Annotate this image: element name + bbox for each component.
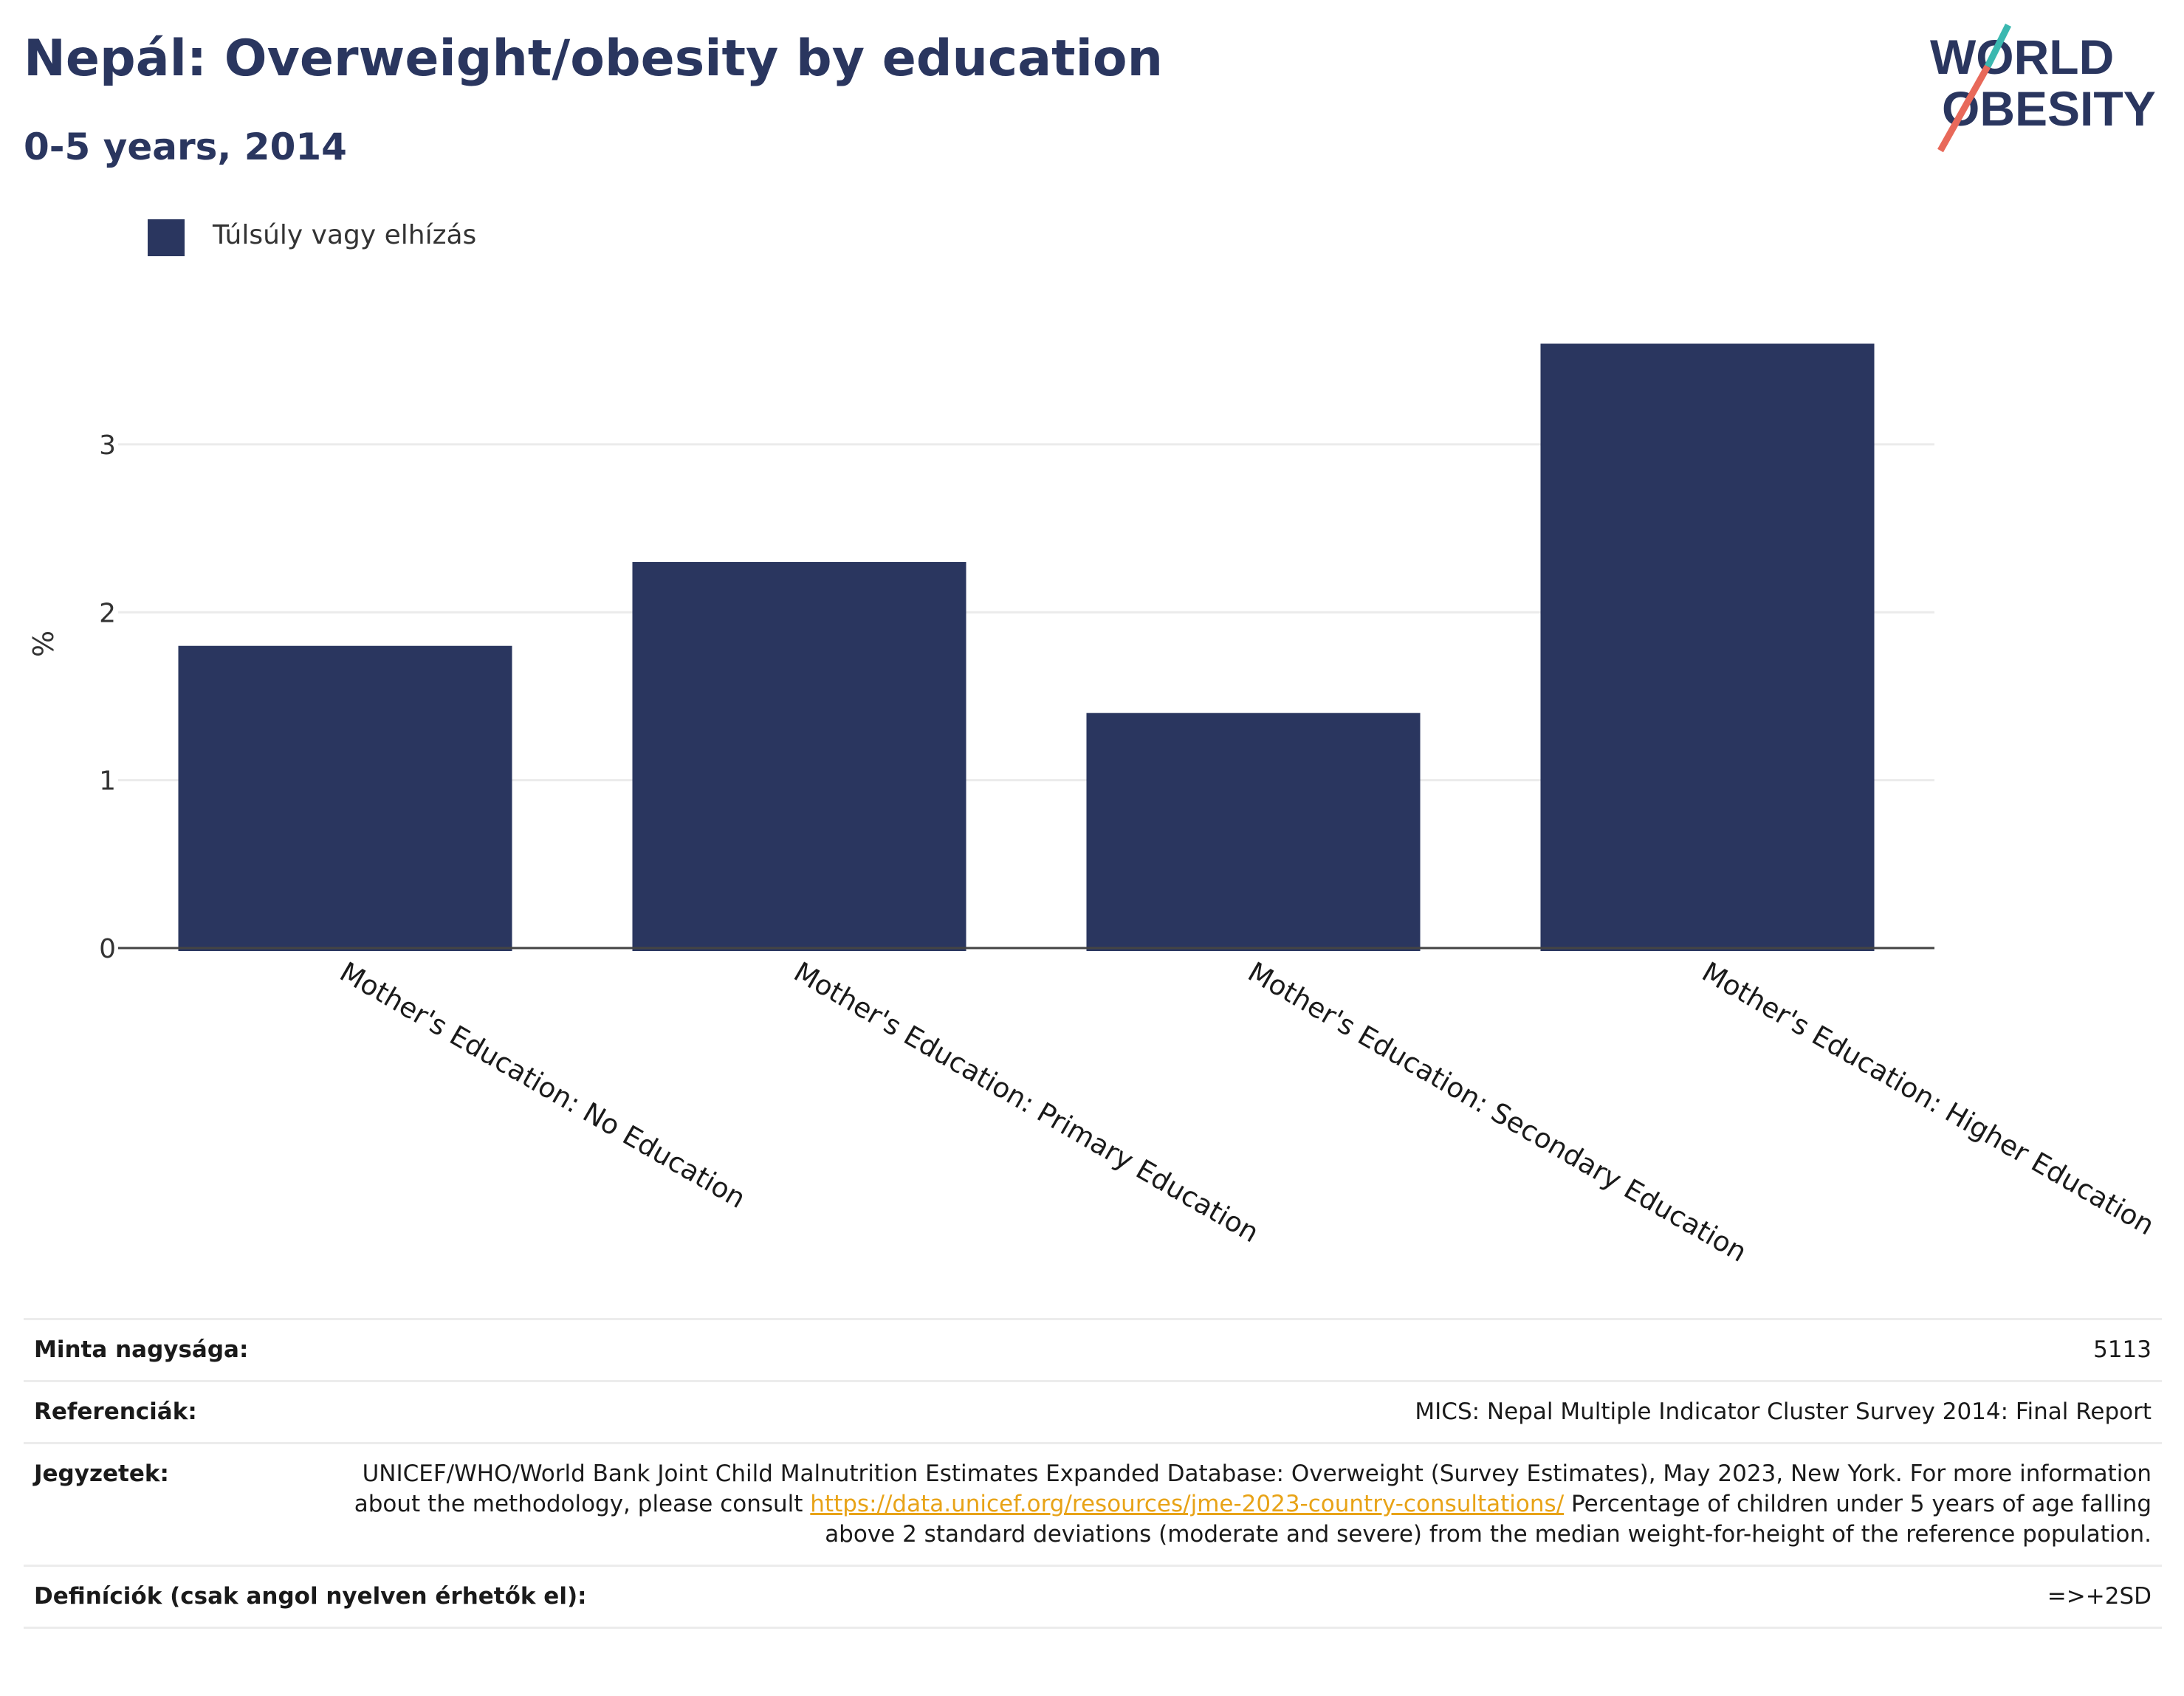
chart-subtitle: 0-5 years, 2014 — [24, 126, 347, 168]
x-tick-label: Mother's Education: Higher Education — [1697, 956, 2160, 1242]
sample-size-label: Minta nagysága: — [34, 1336, 249, 1363]
bars — [178, 343, 1875, 951]
bar — [178, 645, 512, 951]
notes-value: UNICEF/WHO/World Bank Joint Child Malnut… — [320, 1459, 2152, 1550]
notes-link[interactable]: https://data.unicef.org/resources/jme-20… — [810, 1491, 1565, 1517]
references-row: Referenciák: MICS: Nepal Multiple Indica… — [24, 1380, 2162, 1442]
legend-swatch — [148, 219, 185, 256]
definitions-value: =>+2SD — [2047, 1583, 2152, 1610]
notes-text-after: Percentage of children under 5 years of … — [825, 1491, 2152, 1548]
references-label: Referenciák: — [34, 1398, 197, 1425]
y-tick-label: 2 — [99, 598, 116, 628]
bar — [1540, 343, 1875, 951]
x-tick-label: Mother's Education: Primary Education — [789, 956, 1264, 1249]
x-tick-label: Mother's Education: Secondary Education — [1243, 956, 1752, 1268]
definitions-label: Definíciók (csak angol nyelven érhetők e… — [34, 1583, 587, 1610]
legend-label: Túlsúly vagy elhízás — [213, 220, 477, 250]
y-tick-label: 0 — [99, 934, 116, 964]
sample-size-value: 5113 — [2093, 1336, 2152, 1363]
logo-slash-bottom-icon — [1937, 64, 1991, 153]
notes-row: Jegyzetek: UNICEF/WHO/World Bank Joint C… — [24, 1442, 2162, 1565]
y-axis-title: % — [27, 631, 60, 657]
x-tick-label: Mother's Education: No Education — [334, 956, 751, 1215]
definitions-row: Definíciók (csak angol nyelven érhetők e… — [24, 1565, 2162, 1629]
notes-text-before: UNICEF/WHO/World Bank Joint Child Malnut… — [354, 1460, 2152, 1517]
y-tick-label: 3 — [99, 430, 116, 461]
metadata-table: Minta nagysága: 5113 Referenciák: MICS: … — [24, 1318, 2162, 1629]
chart-title: Nepál: Overweight/obesity by education — [24, 30, 1164, 88]
logo-slash-top-icon — [1984, 23, 2012, 69]
logo-line1: WORLD — [1930, 30, 2114, 84]
notes-label: Jegyzetek: — [34, 1460, 169, 1487]
bar — [1086, 713, 1421, 951]
references-value: MICS: Nepal Multiple Indicator Cluster S… — [1415, 1398, 2152, 1425]
bar — [632, 562, 966, 951]
y-tick-label: 1 — [99, 766, 116, 797]
sample-size-row: Minta nagysága: 5113 — [24, 1318, 2162, 1380]
world-obesity-logo: WORLD OBESITY — [1930, 23, 2156, 153]
